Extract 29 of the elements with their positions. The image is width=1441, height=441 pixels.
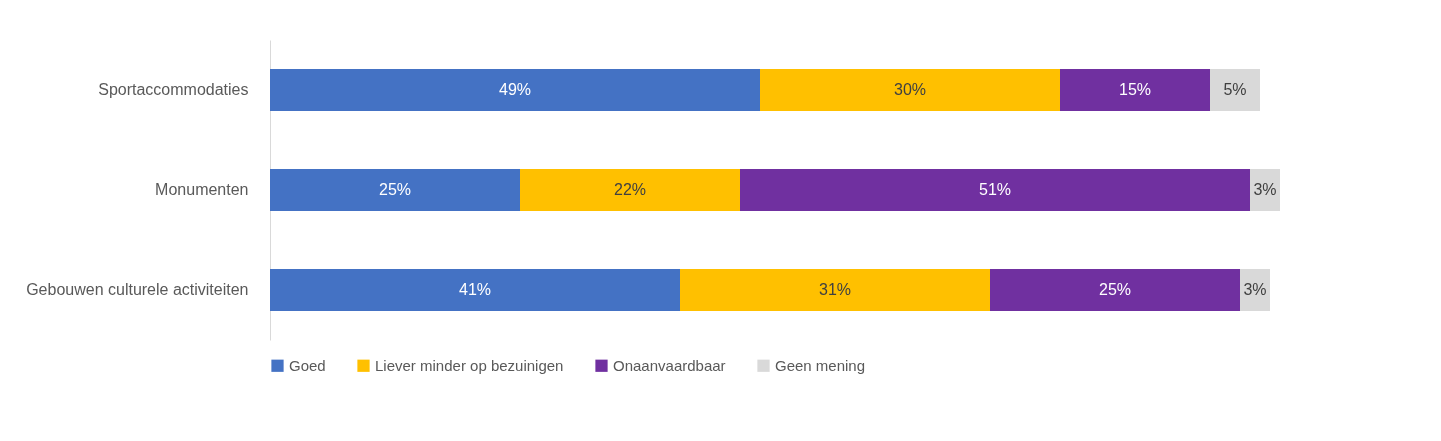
data-label: 51% [978,181,1012,198]
data-label: 3% [1243,281,1267,298]
y-tick-label: Monumenten [155,181,249,198]
data-label: 30% [893,81,927,98]
data-label: 5% [1223,81,1247,98]
bar [520,169,740,211]
legend-label: Onaanvaardbaar [613,356,726,374]
data-label: 25% [1098,281,1132,298]
bar [270,169,520,211]
data-label: 22% [613,181,647,198]
bar [680,269,990,311]
y-tick-label: Sportaccommodaties [98,81,249,98]
data-label: 3% [1253,181,1277,198]
bar [760,69,1060,111]
bar [990,269,1240,311]
data-label: 25% [378,181,412,198]
bar [1060,69,1210,111]
data-label: 31% [818,281,852,298]
bar [740,169,1250,211]
y-tick-label: Gebouwen culturele activiteiten [26,281,249,298]
legend-label: Geen mening [775,356,866,374]
bar [1210,69,1260,111]
legend-label: Goed [289,356,326,374]
bar [270,269,680,311]
legend-label: Liever minder op bezuinigen [375,356,564,374]
bar [270,69,760,111]
data-label: 15% [1118,81,1152,98]
data-label: 41% [458,281,492,298]
data-label: 49% [498,81,532,98]
